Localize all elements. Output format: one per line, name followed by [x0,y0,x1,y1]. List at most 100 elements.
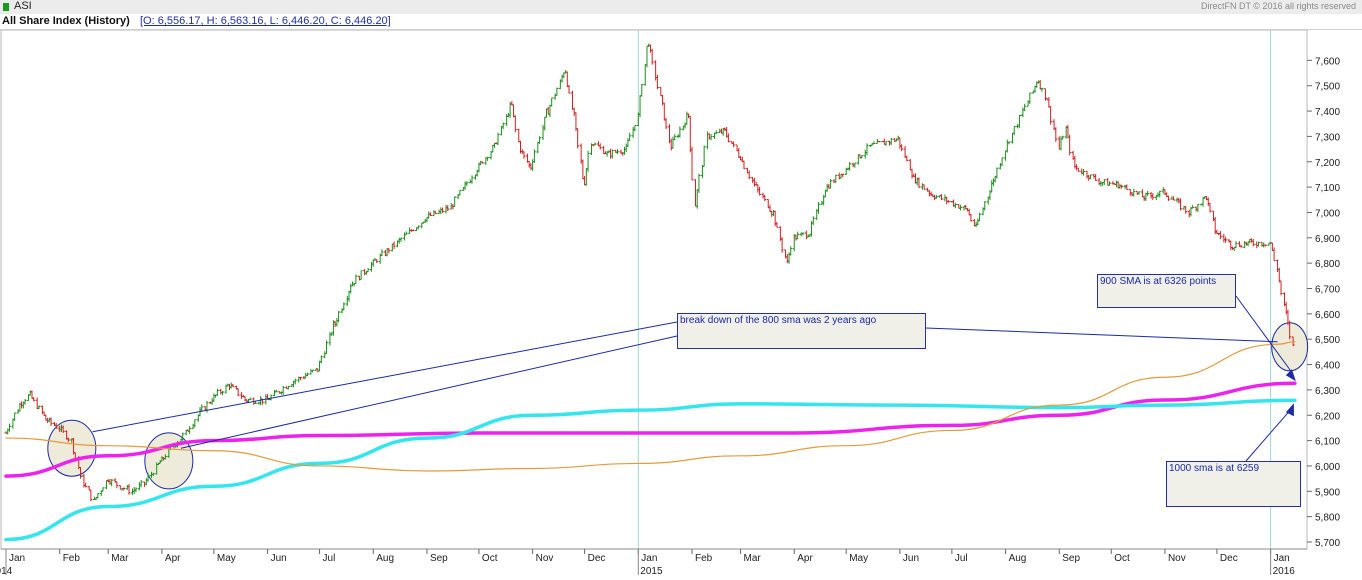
price-bar [796,231,800,240]
price-bar [54,422,58,429]
price-bar [366,268,370,273]
price-bar [13,412,17,421]
price-bar [299,376,303,381]
price-bar [1263,244,1267,247]
x-tick-label: Aug [376,553,394,564]
year-label: 2016 [1273,566,1296,577]
price-bar [1068,134,1072,156]
price-bar [221,390,225,396]
price-bar [115,481,119,489]
year-label: 2015 [640,566,663,577]
price-bar [1191,204,1195,209]
price-bar [411,229,415,232]
price-bar [714,130,718,134]
price-bar [763,194,767,202]
price-bars [4,43,1295,502]
price-bar [163,454,167,460]
price-bar [664,117,668,130]
price-bar [1049,106,1053,125]
x-tick-label: Jan [9,553,25,564]
price-bar [538,136,542,144]
x-tick-label: Mar [111,553,129,564]
price-bar [983,201,987,211]
x-tick-label: May [849,553,868,564]
y-tick-label: 6,500 [1315,335,1340,346]
price-bar [1076,167,1080,172]
price-bar [1028,92,1032,105]
price-bar [1054,127,1058,142]
price-bar [1272,247,1276,262]
price-bar [640,83,644,97]
breakdown-annotation[interactable]: break down of the 800 sma was 2 years ag… [677,313,926,349]
price-bar [480,161,484,164]
price-bar [865,143,869,156]
y-tick-label: 7,100 [1315,183,1340,194]
x-tick-label: Feb [695,553,713,564]
y-tick-label: 5,900 [1315,487,1340,498]
price-bar [200,404,204,412]
price-bar [726,133,730,143]
x-tick-label: Jun [271,553,287,564]
x-tick-label: Mar [744,553,762,564]
price-bar [853,162,857,168]
price-bar [453,196,457,207]
price-bar [399,237,403,242]
y-tick-label: 6,600 [1315,310,1340,321]
price-bar [236,388,240,397]
price-bar [650,48,654,65]
price-bar [953,202,957,209]
price-bar [7,423,11,432]
price-bar [470,175,474,184]
ohlc-readout[interactable]: [O: 6,556.17, H: 6,563.16, L: 6,446.20, … [140,15,391,27]
sma-800-line [5,341,1296,472]
annotation-drawings [92,295,1296,462]
x-tick-label: Jul [323,553,336,564]
y-tick-label: 6,200 [1315,411,1340,422]
price-bar [342,302,346,311]
price-bar [610,149,614,159]
x-tick-label: Oct [482,553,498,564]
price-bar [905,155,909,162]
price-bar [231,383,235,388]
x-tick-label: Oct [1114,553,1130,564]
price-bar [416,225,420,230]
price-bar [877,140,881,143]
y-tick-label: 7,300 [1315,132,1340,143]
price-bar [375,259,379,264]
sma900-annotation[interactable]: 900 SMA is at 6326 points [1097,274,1236,308]
price-bar [1251,238,1255,247]
price-bar [501,122,505,130]
x-tick-label: Sep [430,553,448,564]
price-bar [387,248,391,254]
x-tick-label: Jun [903,553,919,564]
price-bar [248,397,252,401]
price-bar [139,480,143,488]
price-bar [934,194,938,199]
sma1000-annotation[interactable]: 1000 sma is at 6259 [1166,461,1301,507]
price-bar [215,388,219,396]
price-bar [253,401,257,404]
price-bar [978,212,982,222]
price-bar [939,194,943,201]
chart-title: All Share Index (History) [2,15,130,27]
x-tick-label: Dec [588,553,606,564]
price-bar [586,150,590,172]
price-bar [305,372,309,377]
price-bar [337,310,341,323]
price-bar [959,204,963,211]
symbol-bar: ASI DirectFN DT © 2016 all rights reserv… [0,0,1362,15]
price-bar [598,143,602,150]
price-bar [319,355,323,364]
y-tick-label: 6,000 [1315,462,1340,473]
y-tick-label: 6,900 [1315,234,1340,245]
price-bar [969,213,973,222]
price-bar [673,134,677,141]
price-bar [513,115,517,133]
y-tick-label: 6,800 [1315,259,1340,270]
price-bar [392,241,396,250]
price-bar [96,493,100,499]
price-bar [1000,157,1004,166]
price-bar [1256,241,1260,247]
arrow-line [1245,407,1293,462]
